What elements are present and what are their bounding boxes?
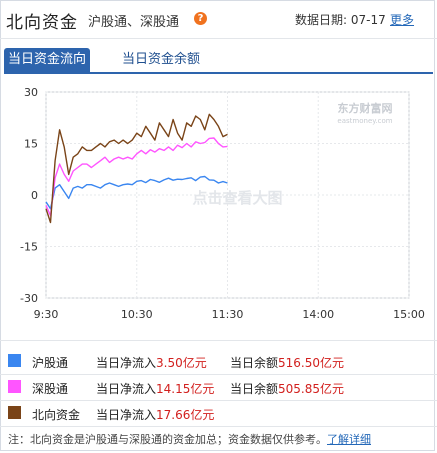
- flow-line-chart[interactable]: 30 15 0 -15 -30 9:30 10:30 11:30 14:00 15:00 东方财富网…: [0, 76, 437, 328]
- x-tick-label: 10:30: [121, 308, 153, 321]
- watermark-brand: 东方财富网: [338, 101, 393, 115]
- x-tick-label: 14:00: [302, 308, 334, 321]
- watermark-hint: 点击查看大图: [192, 189, 282, 207]
- x-tick-label: 9:30: [34, 308, 59, 321]
- legend-row-sh: 沪股通 当日净流入3.50亿元 当日余额516.50亿元: [0, 350, 437, 374]
- footer-divider: [0, 426, 437, 427]
- legend-swatch-sh: [8, 354, 21, 367]
- learn-more-link[interactable]: 了解详细: [327, 433, 371, 446]
- widget-header: 北向资金 沪股通、深股通 ? 数据日期: 07-17 更多: [0, 0, 437, 39]
- help-icon[interactable]: ?: [194, 12, 207, 25]
- x-tick-label: 15:00: [393, 308, 425, 321]
- flow-value: 14.15亿元: [156, 382, 215, 396]
- legend-row-sz: 深股通 当日净流入14.15亿元 当日余额505.85亿元: [0, 376, 437, 400]
- flow-label: 当日净流入: [96, 408, 157, 422]
- legend-flow: 当日净流入3.50亿元: [96, 354, 207, 371]
- legend-name: 沪股通: [32, 356, 69, 370]
- balance-label: 当日余额: [230, 382, 279, 396]
- watermark-brand-en: eastmoney.com: [337, 117, 392, 125]
- series-line-2[interactable]: [45, 113, 228, 224]
- legend-flow: 当日净流入14.15亿元: [96, 380, 214, 397]
- y-tick-label: -30: [20, 292, 38, 305]
- flow-label: 当日净流入: [96, 382, 157, 396]
- balance-value: 505.85亿元: [278, 382, 345, 396]
- y-tick-label: 0: [31, 189, 38, 202]
- footer-note: 注：北向资金是沪股通与深股通的资金加总；资金数据仅供参考。了解详细: [8, 431, 371, 447]
- legend-divider: [0, 340, 437, 341]
- flow-label: 当日净流入: [96, 356, 157, 370]
- note-text: 注：北向资金是沪股通与深股通的资金加总；资金数据仅供参考。: [8, 433, 327, 446]
- tab-daily-balance[interactable]: 当日资金余额: [122, 52, 201, 67]
- data-date: 数据日期: 07-17: [295, 11, 386, 28]
- legend-swatch-north: [8, 406, 21, 419]
- widget-subtitle: 沪股通、深股通: [88, 15, 180, 30]
- series-line-1[interactable]: [45, 137, 228, 217]
- series-line-0[interactable]: [45, 175, 228, 210]
- more-link[interactable]: 更多: [390, 13, 415, 27]
- legend-name: 深股通: [32, 382, 69, 396]
- balance-label: 当日余额: [230, 356, 279, 370]
- date-label: 数据日期:: [295, 13, 348, 27]
- legend-row-north: 北向资金 当日净流入17.66亿元: [0, 402, 437, 426]
- tab-underline: [4, 72, 433, 74]
- flow-value: 17.66亿元: [156, 408, 215, 422]
- x-tick-label: 11:30: [212, 308, 244, 321]
- y-tick-label: -15: [20, 241, 38, 254]
- legend-divider: [0, 400, 437, 401]
- legend-divider: [0, 374, 437, 375]
- legend-name: 北向资金: [32, 408, 81, 422]
- y-tick-label: 15: [24, 138, 38, 151]
- legend-balance: 当日余额505.85亿元: [230, 380, 344, 397]
- legend-balance: 当日余额516.50亿元: [230, 354, 344, 371]
- y-tick-label: 30: [24, 86, 38, 99]
- legend-flow: 当日净流入17.66亿元: [96, 406, 214, 423]
- tab-daily-flow[interactable]: 当日资金流向: [4, 48, 91, 72]
- legend-swatch-sz: [8, 380, 21, 393]
- widget-title: 北向资金: [6, 13, 78, 33]
- balance-value: 516.50亿元: [278, 356, 345, 370]
- flow-value: 3.50亿元: [156, 356, 207, 370]
- date-value: 07-17: [350, 13, 386, 27]
